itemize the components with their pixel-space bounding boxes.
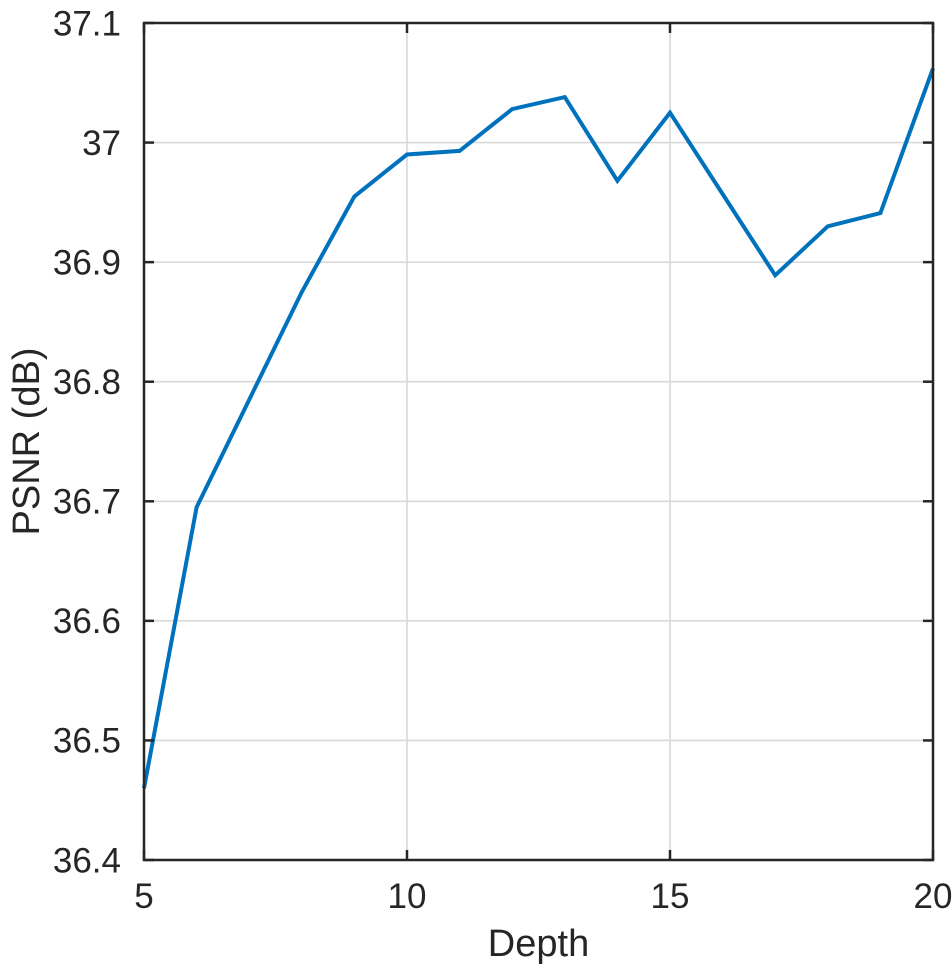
x-tick-label: 15 xyxy=(651,877,690,916)
plot-border xyxy=(142,21,935,862)
plot-background xyxy=(144,23,933,860)
y-tick-label: 36.6 xyxy=(53,602,121,641)
y-tick-label: 36.7 xyxy=(53,483,121,522)
psnr-line xyxy=(142,67,935,789)
y-tick-label: 37.1 xyxy=(53,4,121,43)
y-tick-label: 36.5 xyxy=(53,722,121,761)
x-axis-label: Depth xyxy=(488,923,589,965)
x-tick-label: 10 xyxy=(388,877,427,916)
data-series xyxy=(142,67,935,789)
y-axis-label: PSNR (dB) xyxy=(6,348,48,536)
y-tick-label: 36.4 xyxy=(53,841,121,880)
y-tick-label: 36.8 xyxy=(53,363,121,402)
tick-labels: 5 10 15 20 36.4 36.5 36.6 36.7 36.8 36.9 37 37.1 xyxy=(53,4,952,916)
x-tick-label: 5 xyxy=(134,877,153,916)
y-tick-label: 37 xyxy=(82,124,121,163)
axis-ticks xyxy=(142,21,935,862)
y-tick-label: 36.9 xyxy=(53,243,121,282)
x-tick-label: 20 xyxy=(914,877,952,916)
